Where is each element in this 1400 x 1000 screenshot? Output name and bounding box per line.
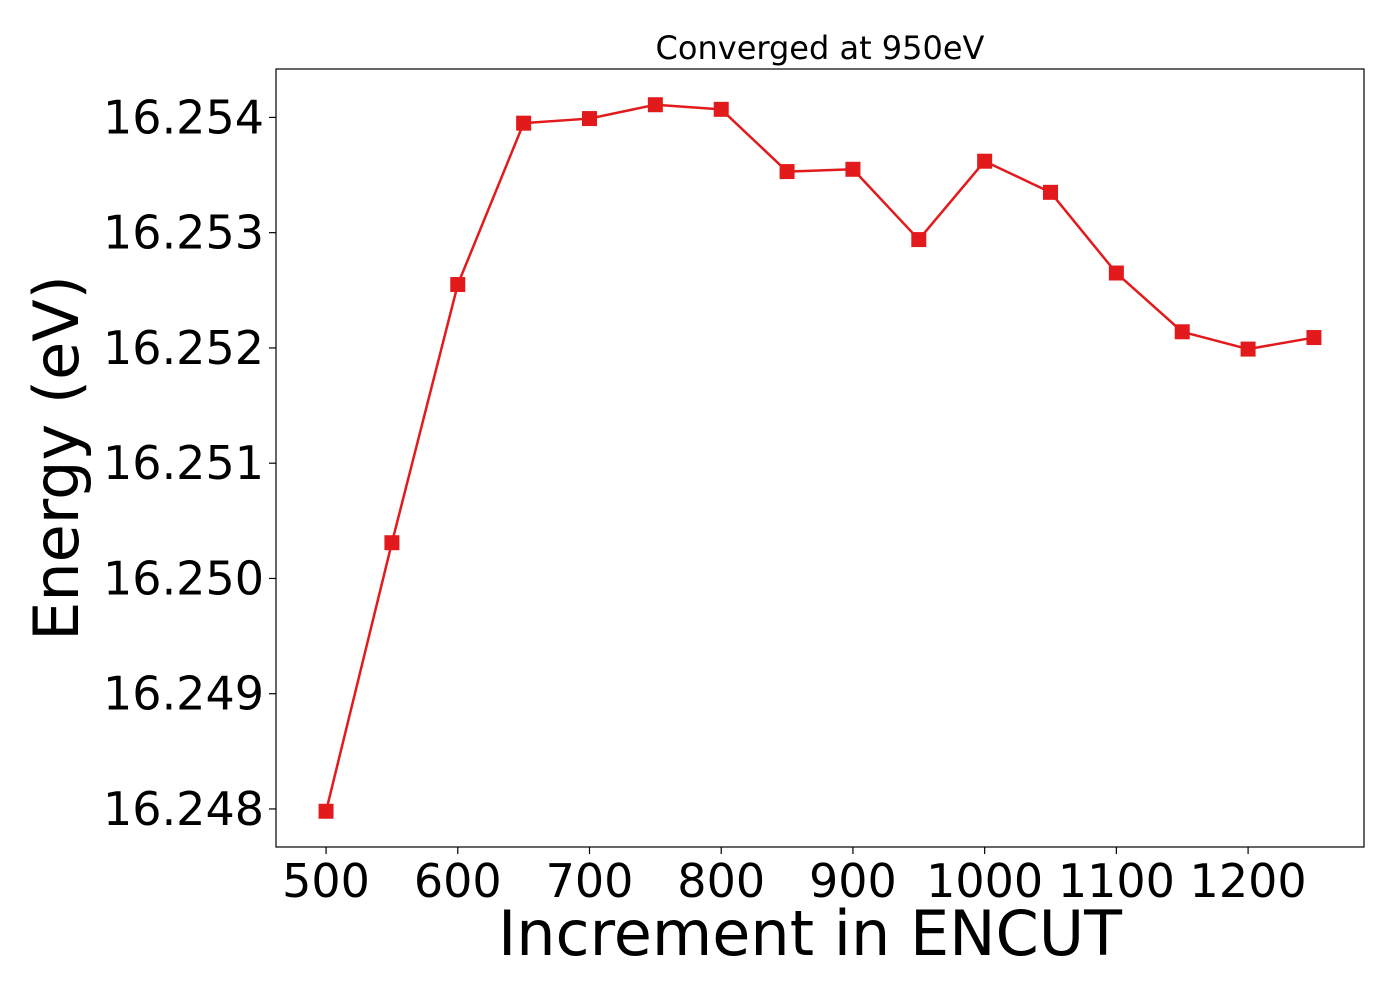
y-tick-label: 16.251 <box>103 436 264 490</box>
data-point <box>779 164 795 180</box>
y-tick-label: 16.249 <box>103 667 264 721</box>
x-tick-label: 900 <box>809 854 897 908</box>
x-tick-label: 1100 <box>1058 854 1175 908</box>
x-tick-label: 1200 <box>1190 854 1307 908</box>
data-point <box>516 115 532 131</box>
y-tick-label: 16.254 <box>103 90 264 144</box>
plot-area <box>318 97 1322 819</box>
data-point <box>1043 184 1059 200</box>
x-axis-label: Increment in ENCUT <box>498 897 1123 970</box>
y-tick-label: 16.250 <box>103 551 264 605</box>
data-point <box>1108 265 1124 281</box>
x-tick-label: 700 <box>546 854 634 908</box>
x-tick-label: 800 <box>677 854 765 908</box>
x-tick-label: 500 <box>282 854 370 908</box>
data-point <box>384 535 400 551</box>
y-tick-label: 16.253 <box>103 206 264 260</box>
data-point <box>450 277 466 293</box>
x-axis: 500 600 700 800 900 1000 1100 1200 <box>282 847 1307 908</box>
data-point <box>911 232 927 248</box>
x-tick-label: 1000 <box>926 854 1043 908</box>
data-point <box>581 111 597 127</box>
data-point <box>713 101 729 117</box>
data-point <box>318 803 334 819</box>
y-axis: 16.248 16.249 16.250 16.251 16.252 16.253 16.2… <box>103 90 276 836</box>
data-point <box>977 153 993 169</box>
data-point <box>845 161 861 177</box>
y-tick-label: 16.248 <box>103 782 264 836</box>
data-point <box>647 97 663 113</box>
data-point <box>1240 341 1256 357</box>
data-point <box>1306 330 1322 346</box>
series-line <box>324 103 1315 812</box>
y-tick-label: 16.252 <box>103 321 264 375</box>
x-tick-label: 600 <box>414 854 502 908</box>
plot-frame <box>275 68 1365 848</box>
data-point <box>1174 324 1190 340</box>
y-axis-label: Energy (eV) <box>20 275 93 641</box>
chart-title: Converged at 950eV <box>656 29 985 67</box>
